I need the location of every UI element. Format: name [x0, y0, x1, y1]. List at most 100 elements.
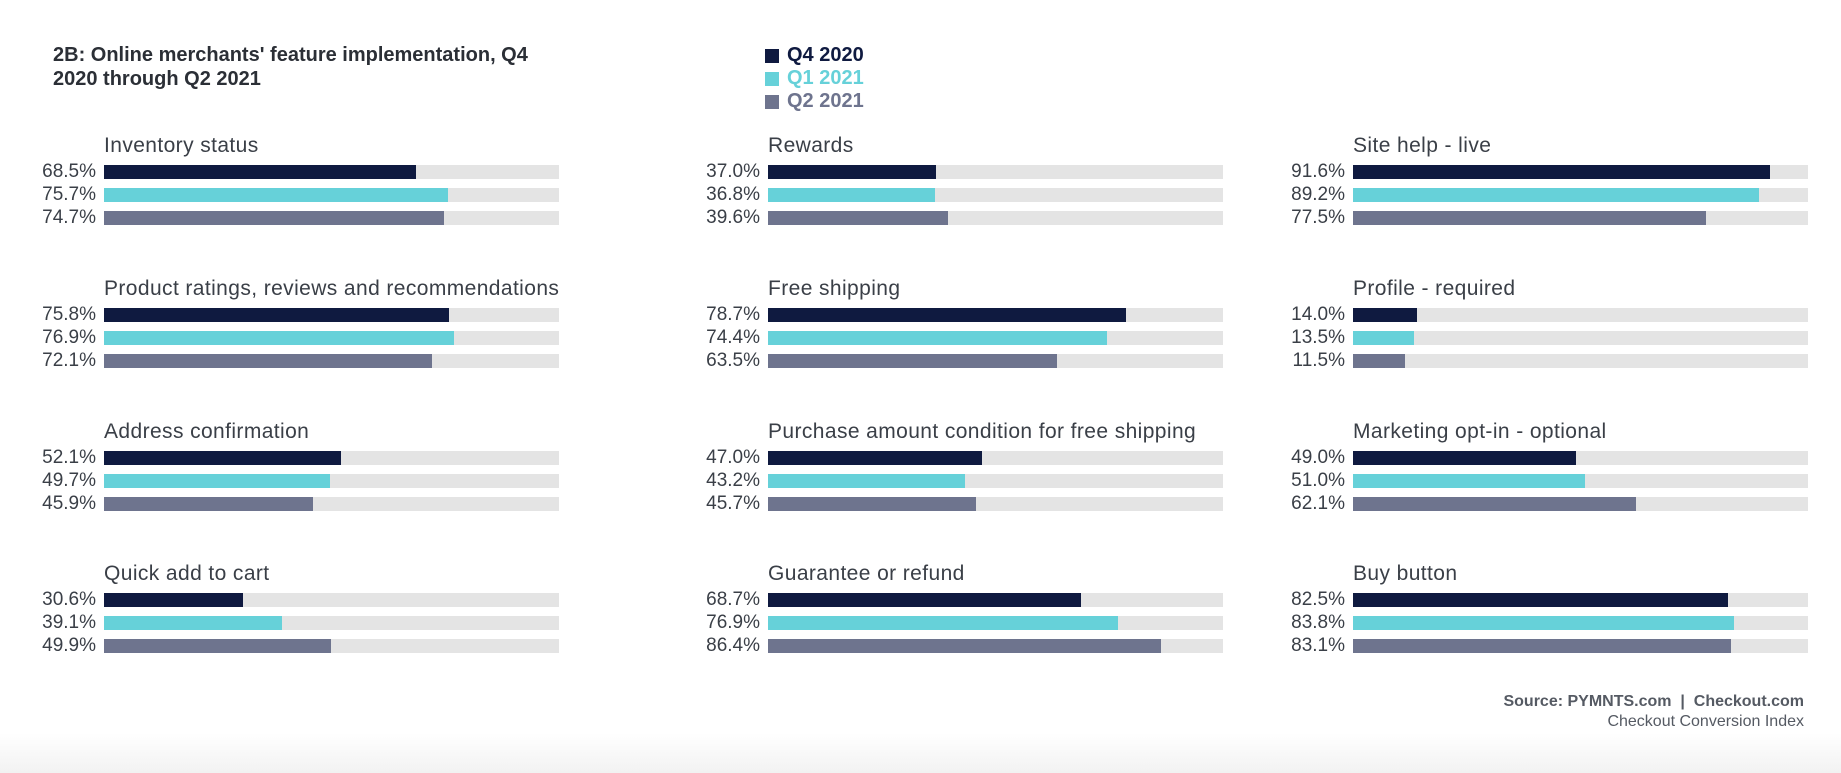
bottom-fade [0, 733, 1841, 773]
bar-row: 91.6% [1291, 162, 1841, 186]
data-label: 36.8% [706, 184, 760, 205]
bar-track [768, 451, 1223, 465]
category-label: Rewards [768, 134, 854, 157]
bar-row: 49.0% [1291, 448, 1841, 472]
category-label: Product ratings, reviews and recommendat… [104, 277, 560, 300]
bar-q2-2021 [1353, 211, 1706, 225]
category-label: Free shipping [768, 277, 901, 300]
data-label: 68.7% [706, 589, 760, 610]
bar-q1-2021 [768, 331, 1107, 345]
bar-track [768, 639, 1223, 653]
bar-row: 39.1% [42, 613, 804, 637]
data-label: 75.8% [42, 304, 96, 325]
bar-q4-2020 [768, 308, 1127, 322]
category-label: Site help - live [1353, 134, 1492, 157]
bar-track [768, 354, 1223, 368]
bar-q2-2021 [1353, 354, 1406, 368]
bar-q4-2020 [1353, 593, 1729, 607]
bar-track [1353, 331, 1808, 345]
bar-row: 82.5% [1291, 590, 1841, 614]
bar-row: 45.9% [42, 494, 804, 518]
bar-track [768, 308, 1223, 322]
bar-track [768, 474, 1223, 488]
data-label: 68.5% [42, 161, 96, 182]
legend-item: Q1 2021 [765, 67, 864, 90]
source-main: Source: PYMNTS.com | Checkout.com [1503, 693, 1804, 710]
data-label: 89.2% [1291, 184, 1345, 205]
source-note: Source: PYMNTS.com | Checkout.com Checko… [1503, 692, 1804, 732]
bar-row: 49.9% [42, 636, 804, 660]
data-label: 51.0% [1291, 470, 1345, 491]
bar-q4-2020 [768, 451, 982, 465]
category-label: Buy button [1353, 562, 1458, 585]
data-label: 74.4% [706, 327, 760, 348]
bar-q2-2021 [104, 211, 444, 225]
data-label: 30.6% [42, 589, 96, 610]
bar-row: 74.4% [706, 328, 1468, 352]
data-label: 45.9% [42, 493, 96, 514]
bar-row: 86.4% [706, 636, 1468, 660]
panel-buy-button: Buy button 82.5% 83.8% 83.1% [1291, 563, 1841, 660]
bar-row: 37.0% [706, 162, 1468, 186]
bar-q4-2020 [1353, 308, 1417, 322]
legend: Q4 2020 Q1 2021 Q2 2021 [765, 44, 864, 113]
data-label: 62.1% [1291, 493, 1345, 514]
category-label: Inventory status [104, 134, 259, 157]
data-label: 83.8% [1291, 612, 1345, 633]
data-label: 13.5% [1291, 327, 1345, 348]
bar-q1-2021 [104, 474, 331, 488]
bar-row: 77.5% [1291, 208, 1841, 232]
panel-guarantee-or-refund: Guarantee or refund 68.7% 76.9% 86.4% [706, 563, 1468, 660]
category-label: Address confirmation [104, 420, 310, 443]
bar-q2-2021 [104, 354, 433, 368]
panel-purchase-amount-condition-for-free-shipping: Purchase amount condition for free shipp… [706, 421, 1468, 518]
bar-q4-2020 [768, 165, 937, 179]
bar-q4-2020 [104, 308, 449, 322]
legend-swatch [765, 94, 779, 109]
bar-row: 47.0% [706, 448, 1468, 472]
bar-row: 72.1% [42, 351, 804, 375]
bar-track [1353, 616, 1808, 630]
data-label: 39.1% [42, 612, 96, 633]
bar-q2-2021 [768, 211, 949, 225]
bar-row: 36.8% [706, 185, 1468, 209]
bar-track [104, 593, 559, 607]
bar-row: 75.8% [42, 305, 804, 329]
bar-q2-2021 [104, 639, 332, 653]
bar-row: 43.2% [706, 471, 1468, 495]
legend-swatch [765, 71, 779, 86]
data-label: 39.6% [706, 207, 760, 228]
bar-row: 52.1% [42, 448, 804, 472]
bar-track [768, 616, 1223, 630]
bar-row: 63.5% [706, 351, 1468, 375]
data-label: 75.7% [42, 184, 96, 205]
data-label: 82.5% [1291, 589, 1345, 610]
bar-row: 89.2% [1291, 185, 1841, 209]
bar-track [768, 188, 1223, 202]
bar-track [1353, 308, 1808, 322]
bar-q1-2021 [1353, 616, 1735, 630]
category-label: Profile - required [1353, 277, 1516, 300]
bar-track [104, 165, 559, 179]
bar-row: 75.7% [42, 185, 804, 209]
legend-label: Q4 2020 [787, 44, 864, 66]
bar-track [104, 308, 559, 322]
bar-track [104, 331, 559, 345]
panel-address-confirmation: Address confirmation 52.1% 49.7% 45.9% [42, 421, 804, 518]
data-label: 43.2% [706, 470, 760, 491]
data-label: 76.9% [42, 327, 96, 348]
legend-label: Q2 2021 [787, 90, 864, 112]
bar-track [104, 474, 559, 488]
bar-track [104, 639, 559, 653]
bar-row: 83.1% [1291, 636, 1841, 660]
data-label: 45.7% [706, 493, 760, 514]
bar-q1-2021 [768, 616, 1118, 630]
bar-row: 68.7% [706, 590, 1468, 614]
data-label: 78.7% [706, 304, 760, 325]
data-label: 47.0% [706, 447, 760, 468]
bar-row: 39.6% [706, 208, 1468, 232]
legend-item: Q4 2020 [765, 44, 864, 67]
bar-row: 78.7% [706, 305, 1468, 329]
bar-q2-2021 [1353, 639, 1732, 653]
bar-track [1353, 451, 1808, 465]
